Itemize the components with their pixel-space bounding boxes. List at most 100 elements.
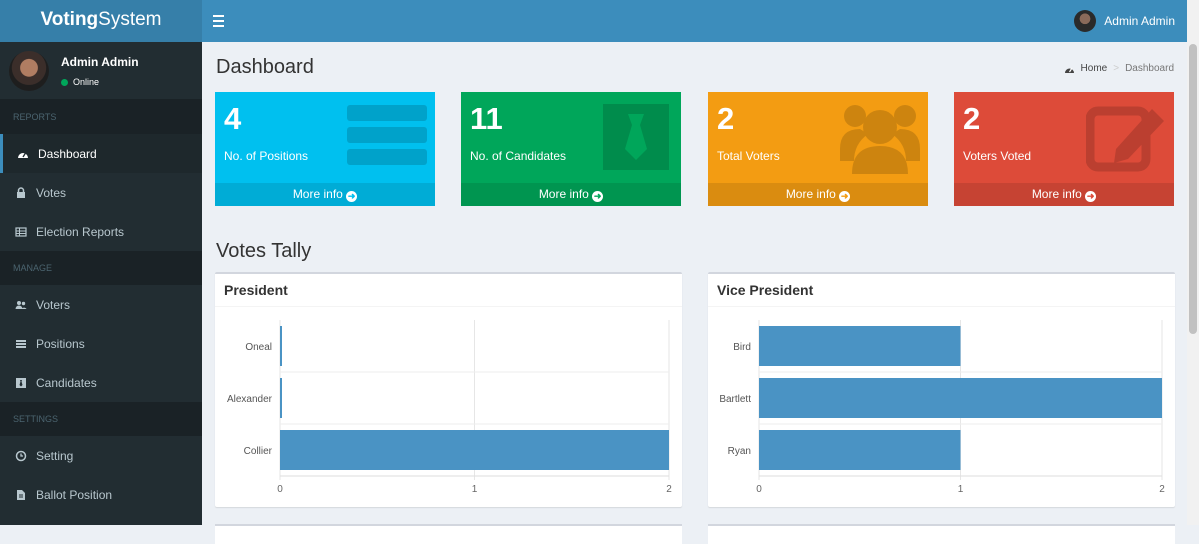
tasks-icon xyxy=(15,338,27,350)
sidebar-item-election-reports[interactable]: Election Reports xyxy=(0,212,202,251)
file-icon xyxy=(15,489,27,501)
arrow-circle-right-icon: ➜ xyxy=(592,191,604,202)
x-tick-label: 0 xyxy=(277,484,283,495)
info-box-label: Total Voters xyxy=(717,149,780,163)
info-box-number: 2 xyxy=(963,101,981,136)
breadcrumb-separator: > xyxy=(1113,63,1120,74)
dashboard-icon xyxy=(17,148,29,160)
arrow-circle-right-icon: ➜ xyxy=(346,191,358,202)
sidebar-item-candidates[interactable]: Candidates xyxy=(0,363,202,402)
bar-collier[interactable] xyxy=(280,430,669,470)
category-label: Ryan xyxy=(728,446,751,457)
chart-title: President xyxy=(215,274,682,307)
sidebar-item-dashboard[interactable]: Dashboard xyxy=(0,134,202,173)
more-info-link[interactable]: More info ➜ xyxy=(461,183,681,206)
sidebar-item-ballot-position[interactable]: Ballot Position xyxy=(0,475,202,514)
x-tick-label: 1 xyxy=(472,484,478,495)
category-label: Bird xyxy=(733,342,751,353)
arrow-circle-right-icon: ➜ xyxy=(1085,191,1097,202)
info-box-no-of-candidates: 11 No. of Candidates More info ➜ xyxy=(461,92,681,206)
scrollbar-thumb[interactable] xyxy=(1189,44,1197,334)
president-bar-chart: 0 1 2 Oneal Alexander Collier xyxy=(227,320,672,495)
sidebar-header-settings: SETTINGS xyxy=(0,402,202,436)
sidebar-item-label: Election Reports xyxy=(36,224,125,239)
vice-president-bar-chart: 0 1 2 Bird Bartlett Ryan xyxy=(719,320,1165,495)
more-info-link[interactable]: More info ➜ xyxy=(708,183,928,206)
user-menu-name: Admin Admin xyxy=(1104,14,1175,28)
avatar xyxy=(1074,10,1097,32)
x-tick-label: 1 xyxy=(958,484,964,495)
sidebar-menu: REPORTS Dashboard Votes Election Reports MAN… xyxy=(0,100,202,525)
bar-oneal[interactable] xyxy=(280,326,282,366)
votes-tally-title: Votes Tally xyxy=(216,240,312,262)
category-label: Collier xyxy=(244,446,273,457)
info-box-voters-voted: 2 Voters Voted More info ➜ xyxy=(954,92,1174,206)
category-label: Alexander xyxy=(227,394,273,405)
chart-panel-next xyxy=(708,524,1175,544)
users-icon xyxy=(840,105,920,174)
sidebar-item-label: Voters xyxy=(36,297,71,312)
sidebar-user-name: Admin Admin xyxy=(61,55,139,69)
edit-icon xyxy=(1086,106,1164,172)
sidebar-header-reports: REPORTS xyxy=(0,100,202,134)
sidebar: Admin Admin Online REPORTS Dashboard Votes… xyxy=(0,42,202,525)
info-box-label: Voters Voted xyxy=(963,149,1032,163)
bar-bird[interactable] xyxy=(759,326,961,366)
info-box-number: 4 xyxy=(224,101,242,136)
barcode-icon xyxy=(347,105,427,165)
sidebar-item-votes[interactable]: Votes xyxy=(0,173,202,212)
page-title: Dashboard xyxy=(216,56,314,78)
arrow-circle-right-icon: ➜ xyxy=(839,191,851,202)
app-logo[interactable]: VotingSystem xyxy=(0,0,202,42)
bar-alexander[interactable] xyxy=(280,378,282,418)
sidebar-header-manage: MANAGE xyxy=(0,251,202,285)
x-tick-label: 2 xyxy=(666,484,672,495)
top-navbar: VotingSystem Admin Admin xyxy=(0,0,1199,42)
table-icon xyxy=(15,226,27,238)
category-label: Oneal xyxy=(245,342,272,353)
sidebar-item-label: Dashboard xyxy=(38,146,97,161)
sidebar-item-setting[interactable]: Setting xyxy=(0,436,202,475)
online-dot-icon xyxy=(61,78,68,86)
chart-panel-vice-president: Vice President 0 1 2 Bird Bartlett Ryan xyxy=(708,272,1175,507)
x-tick-label: 0 xyxy=(756,484,762,495)
bar-bartlett[interactable] xyxy=(759,378,1162,418)
info-box-label: No. of Positions xyxy=(224,149,309,163)
page-scrollbar[interactable] xyxy=(1187,0,1199,525)
clock-icon xyxy=(15,450,27,462)
chart-panel-president: President 0 1 2 Oneal Alexander Collier xyxy=(215,272,682,507)
more-info-link[interactable]: More info ➜ xyxy=(215,183,435,206)
sidebar-item-label: Positions xyxy=(36,336,85,351)
sidebar-item-label: Ballot Position xyxy=(36,487,113,502)
avatar xyxy=(9,51,49,91)
info-box-total-voters: 2 Total Voters More info ➜ xyxy=(708,92,928,206)
sidebar-item-label: Votes xyxy=(36,185,67,200)
sidebar-item-label: Setting xyxy=(36,448,74,463)
user-menu[interactable]: Admin Admin xyxy=(1074,9,1175,33)
user-panel: Admin Admin Online xyxy=(0,42,202,100)
black-tie-icon xyxy=(15,377,27,389)
users-icon xyxy=(15,299,27,311)
breadcrumb-current: Dashboard xyxy=(1125,63,1174,74)
chart-title: Vice President xyxy=(708,274,1175,307)
sidebar-item-label: Candidates xyxy=(36,375,97,390)
main-content: Dashboard Home > Dashboard 4 No. of Posi… xyxy=(202,42,1187,544)
info-box-number: 11 xyxy=(470,101,503,136)
breadcrumb-home[interactable]: Home xyxy=(1080,63,1108,74)
sidebar-item-positions[interactable]: Positions xyxy=(0,324,202,363)
more-info-link[interactable]: More info ➜ xyxy=(954,183,1174,206)
sidebar-item-election-title[interactable]: Election Title xyxy=(0,514,202,525)
status-badge: Online xyxy=(61,77,99,87)
dashboard-icon xyxy=(1064,67,1074,73)
menu-toggle-icon[interactable] xyxy=(213,12,229,30)
black-tie-icon xyxy=(603,104,669,170)
category-label: Bartlett xyxy=(719,394,751,405)
info-box-no-of-positions: 4 No. of Positions More info ➜ xyxy=(215,92,435,206)
chart-panel-next xyxy=(215,524,682,544)
info-box-label: No. of Candidates xyxy=(470,149,567,163)
info-box-number: 2 xyxy=(717,101,735,136)
bar-ryan[interactable] xyxy=(759,430,961,470)
sidebar-item-voters[interactable]: Voters xyxy=(0,285,202,324)
lock-icon xyxy=(15,186,27,199)
x-tick-label: 2 xyxy=(1159,484,1165,495)
